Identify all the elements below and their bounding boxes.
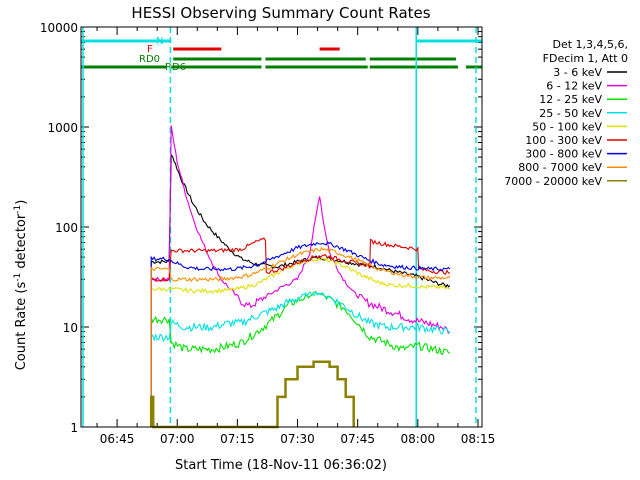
- y-axis-label: Count Rate (s-1 detector-1): [13, 200, 29, 371]
- legend-label: 25 - 50 keV: [539, 107, 602, 120]
- y-tick-label: 1: [70, 421, 78, 435]
- series-line-5: [150, 237, 451, 427]
- plot-frame: [80, 26, 483, 428]
- legend-label: 7000 - 20000 keV: [504, 175, 602, 188]
- axis-ticks: 06:45 07:00 07:15 07:30 07:45 08:00 08:15 1 10 10…: [40, 21, 495, 446]
- series-line-2: [150, 291, 450, 427]
- flag-n-label: N: [156, 36, 163, 47]
- flag-rd6-label: RD6: [165, 62, 186, 73]
- legend-label: 6 - 12 keV: [546, 80, 602, 93]
- y-tick-label: 10: [63, 321, 78, 335]
- flag-f-label: F: [147, 44, 153, 55]
- legend-header-2: FDecim 1, Att 0: [543, 52, 628, 65]
- legend-label: 100 - 300 keV: [525, 134, 602, 147]
- legend-header-1: Det 1,3,4,5,6,: [552, 38, 628, 51]
- legend: Det 1,3,4,5,6, FDecim 1, Att 0 3 - 6 keV…: [504, 38, 628, 188]
- legend-label: 50 - 100 keV: [532, 120, 602, 133]
- legend-label: 300 - 800 keV: [525, 148, 602, 161]
- series-line-8: [149, 360, 355, 429]
- series-line-7: [150, 246, 451, 427]
- series-line-0: [150, 153, 451, 427]
- y-tick-label: 10000: [40, 21, 78, 35]
- x-tick-label: 08:00: [401, 432, 436, 446]
- legend-label: 12 - 25 keV: [539, 93, 602, 106]
- x-axis-label: Start Time (18-Nov-11 06:36:02): [175, 458, 387, 473]
- series-line-6: [150, 241, 451, 427]
- saa-lines: [82, 27, 477, 427]
- series-line-3: [150, 290, 451, 427]
- series-line-4: [150, 256, 451, 427]
- chart-title: HESSI Observing Summary Count Rates: [131, 4, 430, 22]
- x-tick-label: 07:45: [340, 432, 375, 446]
- series-line-1: [150, 125, 451, 427]
- x-tick-label: 08:15: [461, 432, 496, 446]
- y-tick-label: 100: [55, 221, 78, 235]
- series-lines: [149, 125, 451, 429]
- y-tick-label: 1000: [47, 121, 78, 135]
- x-tick-label: 07:00: [160, 432, 195, 446]
- x-tick-label: 07:30: [280, 432, 315, 446]
- flag-rd0-label: RD0: [139, 54, 160, 65]
- legend-label: 3 - 6 keV: [553, 66, 602, 79]
- x-tick-label: 07:15: [220, 432, 255, 446]
- x-tick-label: 06:45: [100, 432, 135, 446]
- legend-label: 800 - 7000 keV: [518, 161, 602, 174]
